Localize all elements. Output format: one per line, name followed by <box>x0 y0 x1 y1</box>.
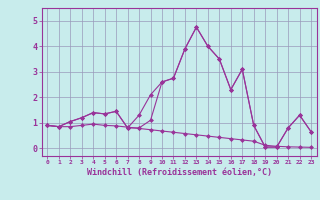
X-axis label: Windchill (Refroidissement éolien,°C): Windchill (Refroidissement éolien,°C) <box>87 168 272 177</box>
